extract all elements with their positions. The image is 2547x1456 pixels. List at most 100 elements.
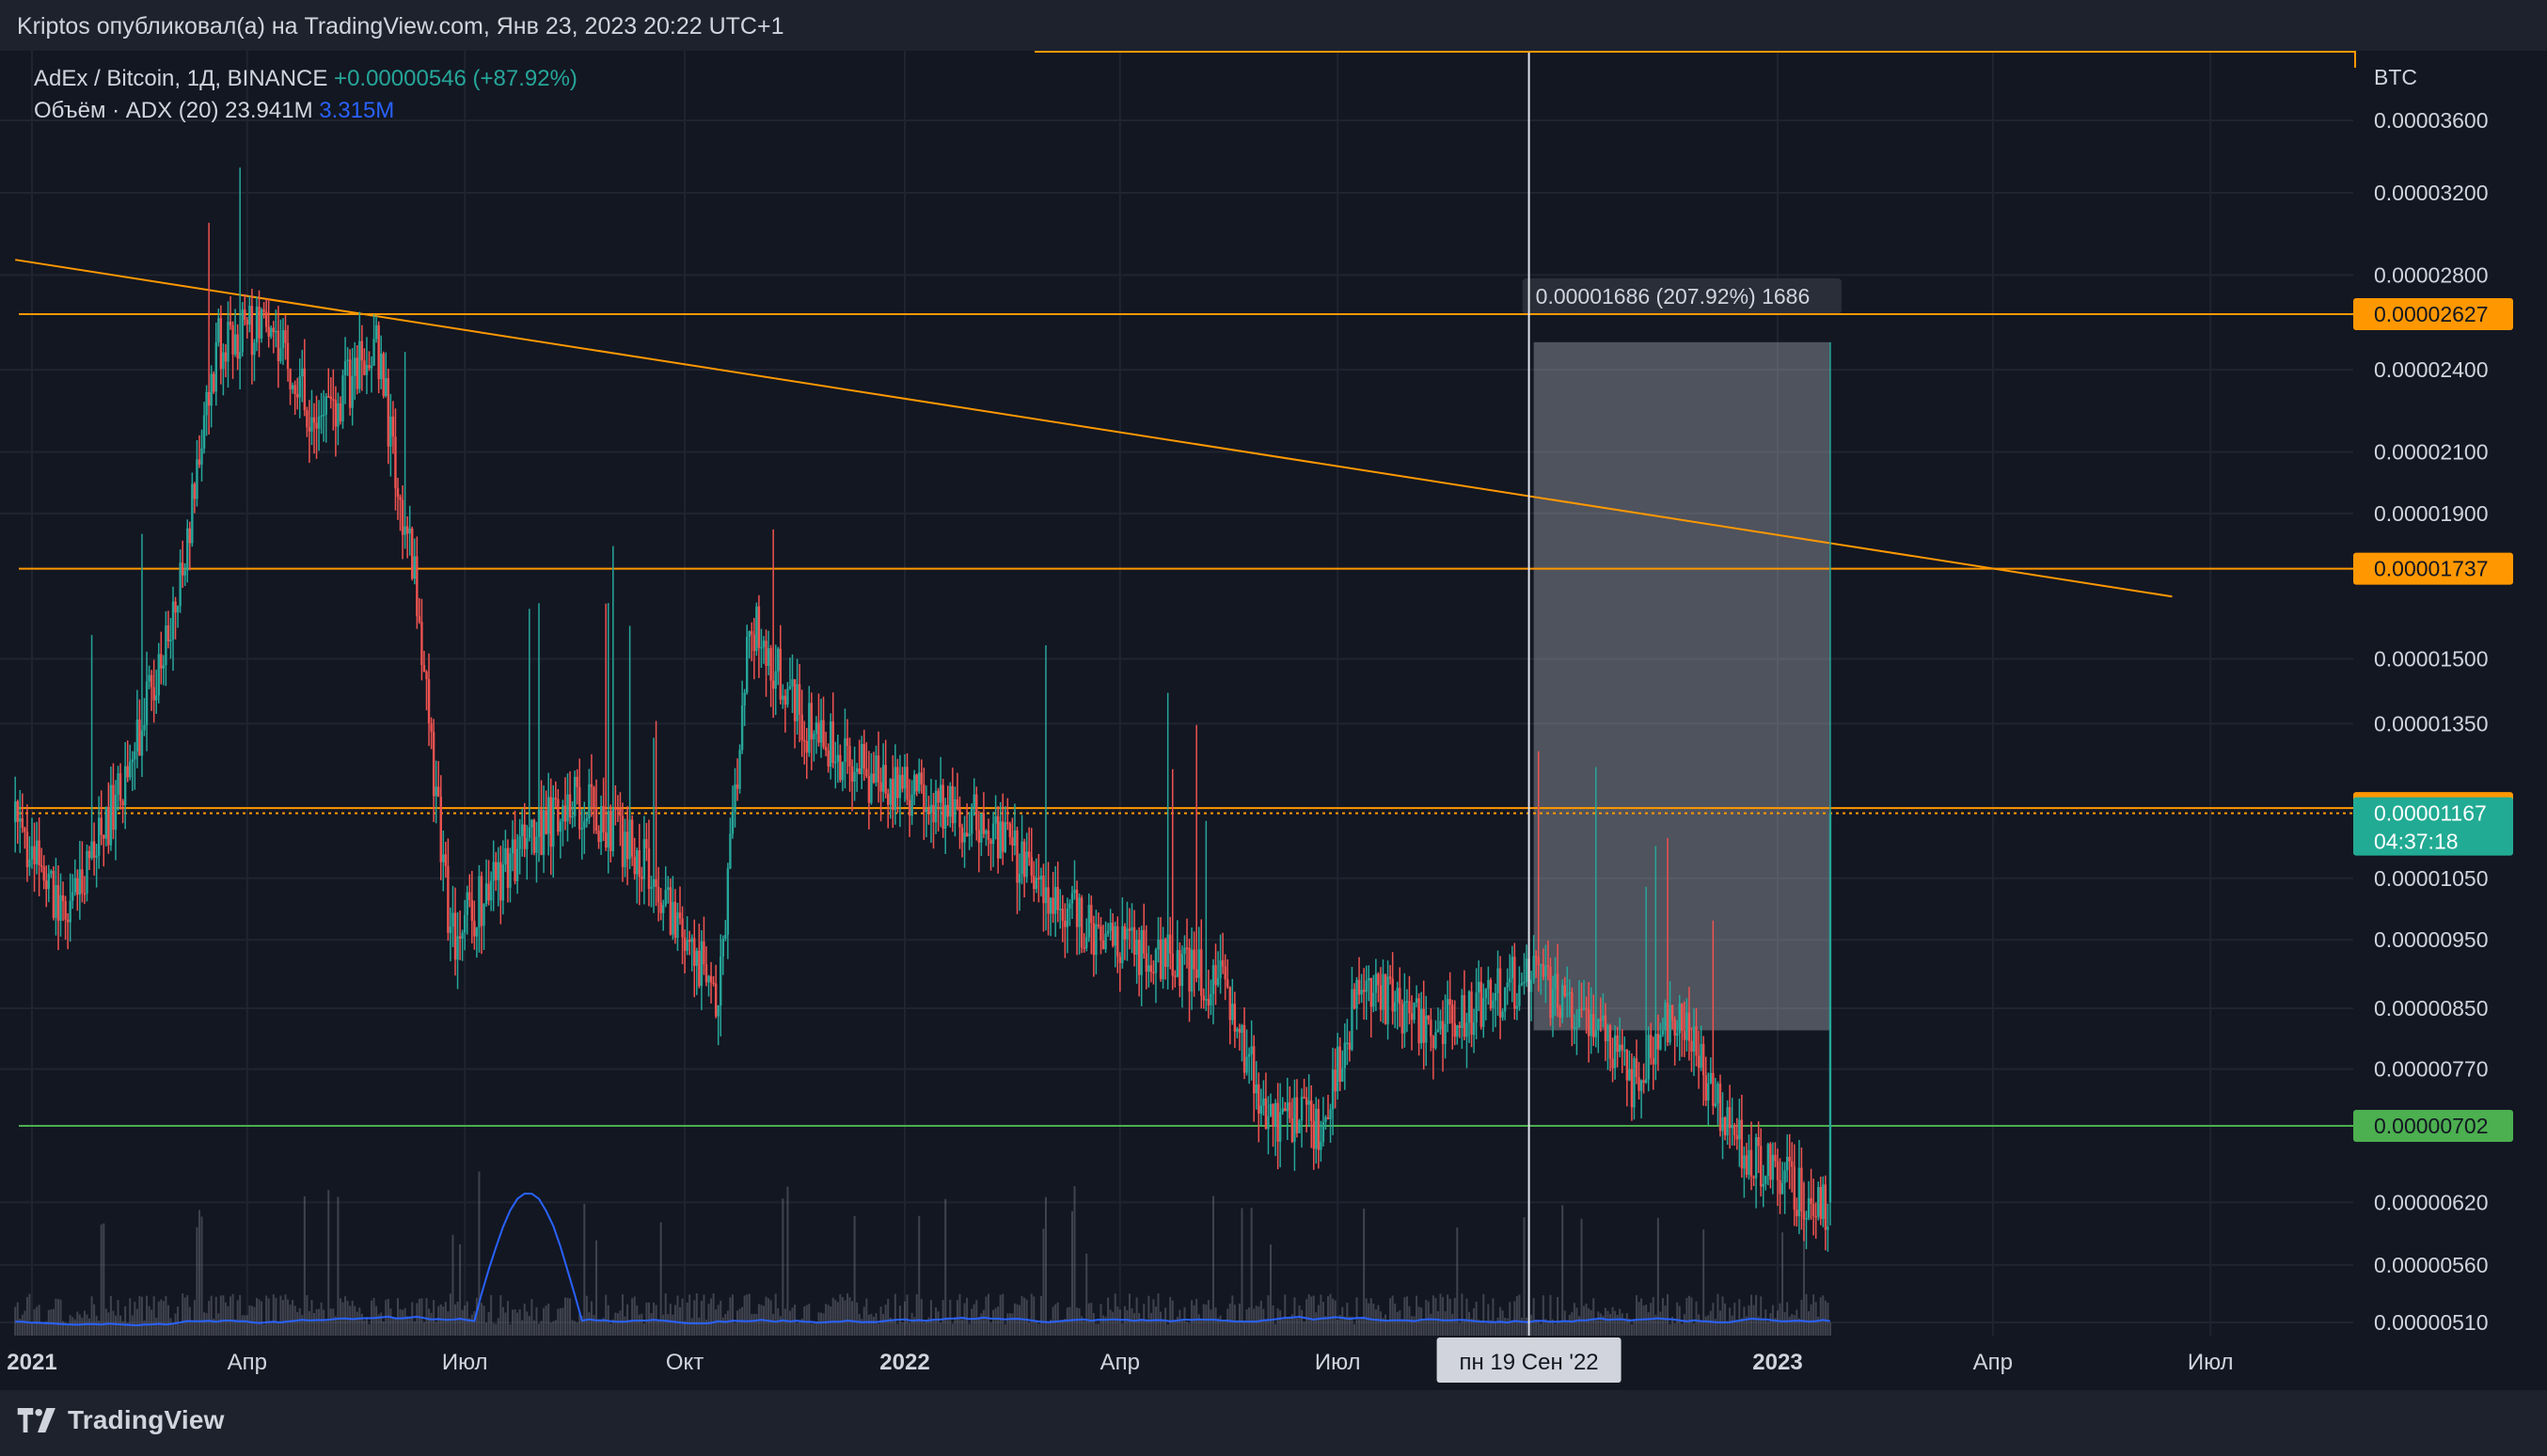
- volume-bar: [1594, 1320, 1597, 1336]
- price-axis[interactable]: BTC0.000036000.000032000.000028000.00002…: [1035, 51, 2547, 1390]
- candle-body: [939, 784, 942, 803]
- candle-body: [241, 309, 244, 353]
- volume-bar: [1374, 1309, 1377, 1336]
- volume-bar: [554, 1320, 557, 1336]
- candle-body: [145, 681, 149, 725]
- volume-bar: [1685, 1297, 1688, 1336]
- volume-bar: [1625, 1313, 1628, 1336]
- candle-body: [1503, 987, 1507, 1012]
- volume-bar: [1416, 1295, 1418, 1336]
- candle-body: [372, 339, 375, 366]
- symbol-name: AdEx / Bitcoin, 1Д, BINANCE: [34, 66, 328, 91]
- volume-bar: [1147, 1295, 1150, 1336]
- volume-bar: [609, 1323, 612, 1336]
- candle-body: [1523, 982, 1526, 984]
- candle-body: [1498, 968, 1502, 1018]
- volume-bar: [559, 1307, 562, 1336]
- volume-bar: [1757, 1316, 1760, 1336]
- candle-body: [678, 912, 682, 919]
- candle-body: [870, 773, 873, 803]
- candle-body: [420, 622, 423, 666]
- candle-body: [1368, 977, 1370, 981]
- candle-body: [734, 784, 736, 813]
- volume-bar: [518, 1309, 521, 1336]
- candle-body: [881, 765, 885, 792]
- candle-body: [470, 899, 474, 921]
- volume-bar: [258, 1299, 261, 1336]
- volume-bar: [844, 1300, 846, 1336]
- candle-body: [1064, 920, 1067, 927]
- volume-bar: [1121, 1322, 1124, 1336]
- candle-body: [346, 359, 349, 362]
- volume-bar: [1102, 1315, 1105, 1336]
- horizontal-lines[interactable]: [19, 313, 2353, 1128]
- volume-bar: [1633, 1320, 1636, 1336]
- candle-body: [1484, 989, 1488, 999]
- candle-body: [1276, 1102, 1279, 1142]
- candle-body: [387, 378, 390, 447]
- trendline[interactable]: [15, 259, 2173, 598]
- volume-bar: [1448, 1298, 1451, 1336]
- volume-bar: [334, 1316, 337, 1336]
- candle-body: [1470, 991, 1473, 1036]
- candle-body: [55, 885, 57, 918]
- candle-body: [112, 784, 115, 831]
- volume-bar: [1470, 1318, 1473, 1336]
- candle-body: [1659, 1034, 1662, 1050]
- volume-bar: [1492, 1298, 1495, 1336]
- candle-body: [1149, 965, 1153, 973]
- volume-bar: [444, 1302, 447, 1336]
- candle-body: [1002, 821, 1005, 852]
- volume-bar: [103, 1223, 105, 1336]
- volume-bar: [1083, 1321, 1085, 1336]
- volume-bar: [516, 1312, 519, 1336]
- candle-body: [709, 975, 713, 983]
- volume-bar: [408, 1317, 411, 1336]
- tradingview-logo[interactable]: TradingView: [17, 1405, 225, 1435]
- candle-body: [1162, 939, 1164, 979]
- volume-bar: [650, 1313, 653, 1336]
- volume-bar: [356, 1311, 358, 1336]
- candle-body: [78, 869, 82, 895]
- candle-body: [793, 679, 797, 721]
- volume-bar: [1363, 1208, 1366, 1336]
- candle-body: [1163, 939, 1167, 967]
- volume-bar: [1777, 1310, 1779, 1336]
- candle-body: [813, 734, 815, 740]
- candle-body: [416, 556, 419, 617]
- candle-body: [19, 818, 22, 822]
- volume-bar: [679, 1306, 682, 1336]
- volume-bar: [277, 1322, 279, 1336]
- volume-bar: [1667, 1293, 1669, 1336]
- price-tick-label: 0.00001350: [2374, 711, 2489, 736]
- candle-body: [1422, 1008, 1425, 1043]
- candle-body: [310, 417, 313, 432]
- volume-bar: [786, 1186, 789, 1336]
- volume-bar: [751, 1314, 753, 1336]
- candle-body: [382, 354, 385, 397]
- candle-body: [238, 352, 242, 359]
- candle-body: [1683, 1030, 1686, 1040]
- volume-bar: [571, 1320, 574, 1336]
- volume-bar: [1588, 1308, 1590, 1336]
- candle-body: [1515, 1005, 1519, 1009]
- volume-bar: [1262, 1308, 1265, 1336]
- measure-tool[interactable]: 0.00001686 (207.92%) 1686: [1522, 277, 1842, 1031]
- candle-body: [1391, 978, 1394, 1012]
- volume-bar: [21, 1314, 24, 1336]
- volume-bar: [480, 1303, 483, 1336]
- candle-body: [636, 850, 639, 875]
- candle-body: [1602, 1015, 1605, 1021]
- volume-bar: [820, 1312, 823, 1336]
- volume-bar: [1186, 1321, 1189, 1336]
- volume-bar: [1442, 1297, 1445, 1336]
- volume-bar: [492, 1322, 495, 1336]
- volume-bar: [303, 1195, 306, 1336]
- candle-body: [1042, 875, 1045, 904]
- price-chart[interactable]: 0.00001686 (207.92%) 1686 BTC0.000036000…: [0, 51, 2547, 1390]
- volume-bar: [148, 1306, 150, 1336]
- volume-bar: [1355, 1297, 1358, 1336]
- candle-body: [542, 810, 546, 855]
- volume-bar: [856, 1302, 859, 1336]
